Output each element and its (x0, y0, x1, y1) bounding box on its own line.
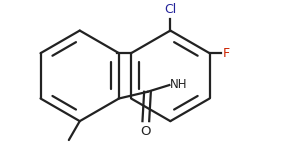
Text: NH: NH (170, 78, 188, 91)
Text: Cl: Cl (164, 3, 177, 16)
Text: F: F (223, 47, 230, 60)
Text: O: O (141, 125, 151, 138)
